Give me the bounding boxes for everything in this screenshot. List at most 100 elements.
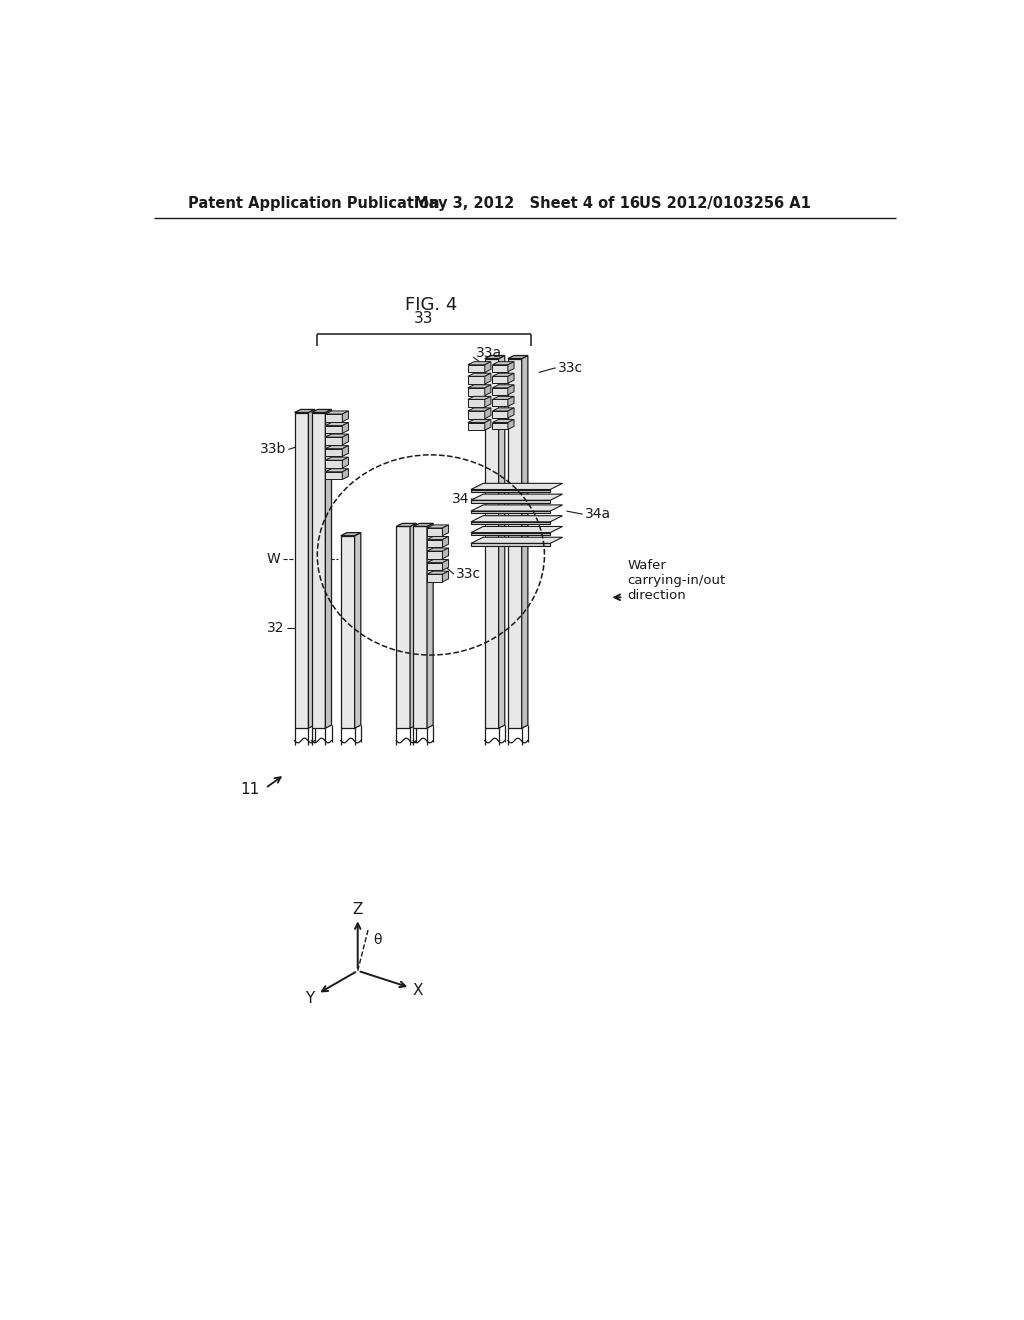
Polygon shape	[326, 437, 342, 445]
Polygon shape	[396, 524, 416, 527]
Polygon shape	[295, 409, 314, 412]
Polygon shape	[427, 560, 449, 562]
Polygon shape	[442, 560, 449, 570]
Polygon shape	[427, 528, 442, 536]
Text: 33a: 33a	[475, 346, 502, 360]
Text: 33b: 33b	[260, 442, 286, 457]
Polygon shape	[468, 396, 490, 400]
Polygon shape	[413, 527, 427, 729]
Polygon shape	[442, 548, 449, 558]
Text: 34a: 34a	[585, 507, 611, 521]
Polygon shape	[427, 525, 449, 528]
Polygon shape	[484, 362, 490, 372]
Polygon shape	[499, 355, 505, 729]
Text: 33c: 33c	[456, 568, 480, 581]
Text: Wafer
carrying-in/out
direction: Wafer carrying-in/out direction	[628, 558, 725, 602]
Polygon shape	[468, 385, 490, 388]
Polygon shape	[471, 511, 550, 513]
Text: X: X	[413, 983, 423, 998]
Polygon shape	[468, 400, 484, 407]
Polygon shape	[427, 552, 442, 558]
Polygon shape	[468, 408, 490, 411]
Polygon shape	[493, 422, 508, 429]
Text: 11: 11	[241, 783, 260, 797]
Polygon shape	[354, 533, 360, 729]
Polygon shape	[493, 396, 514, 400]
Polygon shape	[471, 490, 550, 492]
Polygon shape	[493, 385, 514, 388]
Polygon shape	[508, 362, 514, 372]
Polygon shape	[326, 446, 348, 449]
Text: θ: θ	[373, 933, 382, 946]
Polygon shape	[508, 420, 514, 429]
Polygon shape	[493, 408, 514, 411]
Polygon shape	[484, 359, 499, 729]
Polygon shape	[308, 409, 314, 729]
Polygon shape	[342, 469, 348, 479]
Polygon shape	[326, 425, 342, 433]
Polygon shape	[471, 527, 562, 533]
Polygon shape	[341, 533, 360, 536]
Polygon shape	[493, 376, 508, 383]
Polygon shape	[442, 536, 449, 548]
Polygon shape	[326, 409, 332, 729]
Polygon shape	[471, 533, 550, 535]
Polygon shape	[471, 500, 550, 503]
Text: Patent Application Publication: Patent Application Publication	[188, 195, 440, 211]
Polygon shape	[468, 420, 490, 422]
Text: 34: 34	[452, 492, 469, 506]
Polygon shape	[427, 548, 449, 552]
Polygon shape	[493, 374, 514, 376]
Text: 33: 33	[414, 312, 434, 326]
Polygon shape	[468, 362, 490, 364]
Polygon shape	[311, 412, 326, 729]
Polygon shape	[484, 408, 490, 418]
Polygon shape	[493, 400, 508, 407]
Polygon shape	[326, 411, 348, 414]
Polygon shape	[521, 355, 528, 729]
Polygon shape	[468, 364, 484, 372]
Polygon shape	[442, 572, 449, 582]
Polygon shape	[413, 524, 433, 527]
Polygon shape	[396, 527, 410, 729]
Polygon shape	[326, 461, 342, 469]
Text: FIG. 4: FIG. 4	[404, 296, 457, 314]
Polygon shape	[342, 446, 348, 457]
Polygon shape	[326, 434, 348, 437]
Polygon shape	[342, 411, 348, 422]
Polygon shape	[484, 374, 490, 384]
Polygon shape	[311, 409, 332, 412]
Polygon shape	[342, 422, 348, 433]
Text: W: W	[267, 552, 281, 566]
Polygon shape	[326, 414, 342, 422]
Polygon shape	[471, 521, 550, 524]
Polygon shape	[326, 449, 342, 457]
Text: May 3, 2012   Sheet 4 of 16: May 3, 2012 Sheet 4 of 16	[414, 195, 640, 211]
Text: US 2012/0103256 A1: US 2012/0103256 A1	[639, 195, 811, 211]
Polygon shape	[295, 412, 308, 729]
Polygon shape	[484, 396, 490, 407]
Polygon shape	[508, 374, 514, 383]
Polygon shape	[508, 408, 514, 418]
Polygon shape	[410, 524, 416, 729]
Polygon shape	[342, 457, 348, 469]
Polygon shape	[326, 422, 348, 425]
Polygon shape	[341, 536, 354, 729]
Polygon shape	[471, 506, 562, 511]
Polygon shape	[508, 355, 528, 359]
Text: Y: Y	[305, 991, 314, 1006]
Polygon shape	[427, 572, 449, 574]
Polygon shape	[484, 420, 490, 430]
Text: Z: Z	[352, 902, 362, 916]
Polygon shape	[493, 388, 508, 395]
Polygon shape	[468, 388, 484, 396]
Polygon shape	[427, 524, 433, 729]
Polygon shape	[508, 396, 514, 407]
Polygon shape	[326, 469, 348, 471]
Polygon shape	[427, 536, 449, 540]
Polygon shape	[471, 544, 550, 545]
Polygon shape	[471, 537, 562, 544]
Polygon shape	[468, 411, 484, 418]
Polygon shape	[326, 471, 342, 479]
Polygon shape	[427, 562, 442, 570]
